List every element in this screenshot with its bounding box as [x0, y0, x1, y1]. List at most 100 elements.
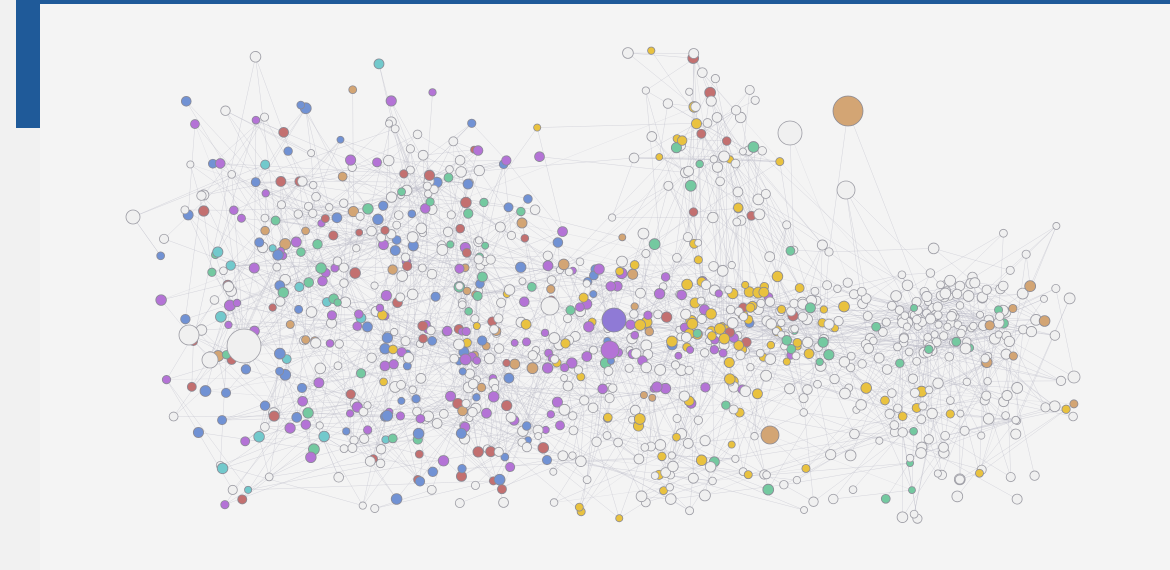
edge [469, 417, 529, 441]
node [402, 261, 413, 272]
edge [1016, 329, 1024, 388]
edge [416, 396, 451, 412]
edge [612, 171, 689, 389]
edge [228, 139, 341, 287]
node [695, 159, 704, 169]
edge [392, 438, 421, 482]
edge [388, 134, 418, 161]
node [562, 313, 573, 324]
edge [622, 171, 689, 238]
edge [903, 338, 1014, 357]
node [523, 194, 533, 204]
edge [848, 348, 869, 388]
node [714, 289, 723, 298]
node [693, 415, 703, 425]
edge [693, 92, 711, 213]
node [302, 407, 314, 419]
edge [412, 237, 417, 399]
node [1011, 382, 1024, 394]
edge [190, 164, 266, 219]
edge [914, 392, 1016, 421]
edge [828, 251, 914, 315]
node [708, 476, 717, 486]
edge [468, 213, 508, 294]
edge [303, 282, 345, 341]
node [682, 232, 693, 243]
node [192, 426, 204, 438]
node [436, 243, 449, 256]
node [944, 352, 954, 362]
edge [902, 329, 1024, 518]
node [1001, 390, 1013, 401]
edge [668, 185, 699, 243]
node [555, 420, 565, 431]
node [760, 369, 772, 382]
node [702, 118, 713, 128]
node [777, 330, 786, 339]
node [264, 472, 274, 482]
node [270, 215, 281, 226]
edge [904, 315, 944, 448]
node [680, 331, 692, 343]
edge [460, 211, 521, 229]
edge [665, 388, 713, 482]
node [907, 373, 919, 384]
edge [652, 397, 661, 445]
node [226, 328, 262, 364]
edge [352, 134, 418, 168]
edge [254, 267, 281, 302]
edge [681, 293, 733, 434]
edge [562, 455, 705, 496]
edge [262, 247, 297, 418]
edge [982, 293, 1023, 298]
node [683, 165, 694, 177]
node [378, 200, 389, 211]
node [485, 254, 496, 265]
node [969, 321, 978, 331]
edge [611, 157, 635, 218]
node [661, 311, 673, 323]
node [654, 439, 667, 451]
node [923, 434, 934, 445]
edge [742, 89, 750, 152]
edge [783, 424, 895, 485]
node [655, 153, 664, 161]
edge [950, 358, 986, 415]
node [881, 317, 891, 327]
node [462, 178, 474, 190]
node [1008, 303, 1018, 313]
edge [255, 181, 460, 269]
node [449, 353, 459, 364]
edge [729, 159, 791, 252]
edge [675, 346, 785, 366]
edge [410, 148, 450, 170]
edge [429, 160, 507, 176]
node [791, 351, 801, 361]
node [829, 373, 840, 385]
node [156, 251, 165, 261]
node [283, 146, 293, 156]
node [426, 325, 436, 336]
node [764, 251, 776, 263]
node [608, 213, 617, 222]
edge [897, 313, 928, 409]
node [764, 296, 776, 307]
node [529, 204, 541, 216]
node [375, 303, 385, 313]
edge [459, 286, 467, 332]
node [777, 120, 803, 146]
node [186, 160, 195, 169]
node [724, 373, 736, 385]
node [227, 484, 238, 495]
edge [343, 267, 388, 338]
node [635, 287, 646, 299]
node [454, 263, 465, 274]
node [848, 485, 858, 494]
node [921, 291, 933, 302]
edge [302, 162, 378, 182]
node [640, 339, 653, 352]
node [750, 432, 759, 441]
node [315, 262, 327, 274]
edge [580, 456, 662, 462]
node [916, 414, 927, 425]
